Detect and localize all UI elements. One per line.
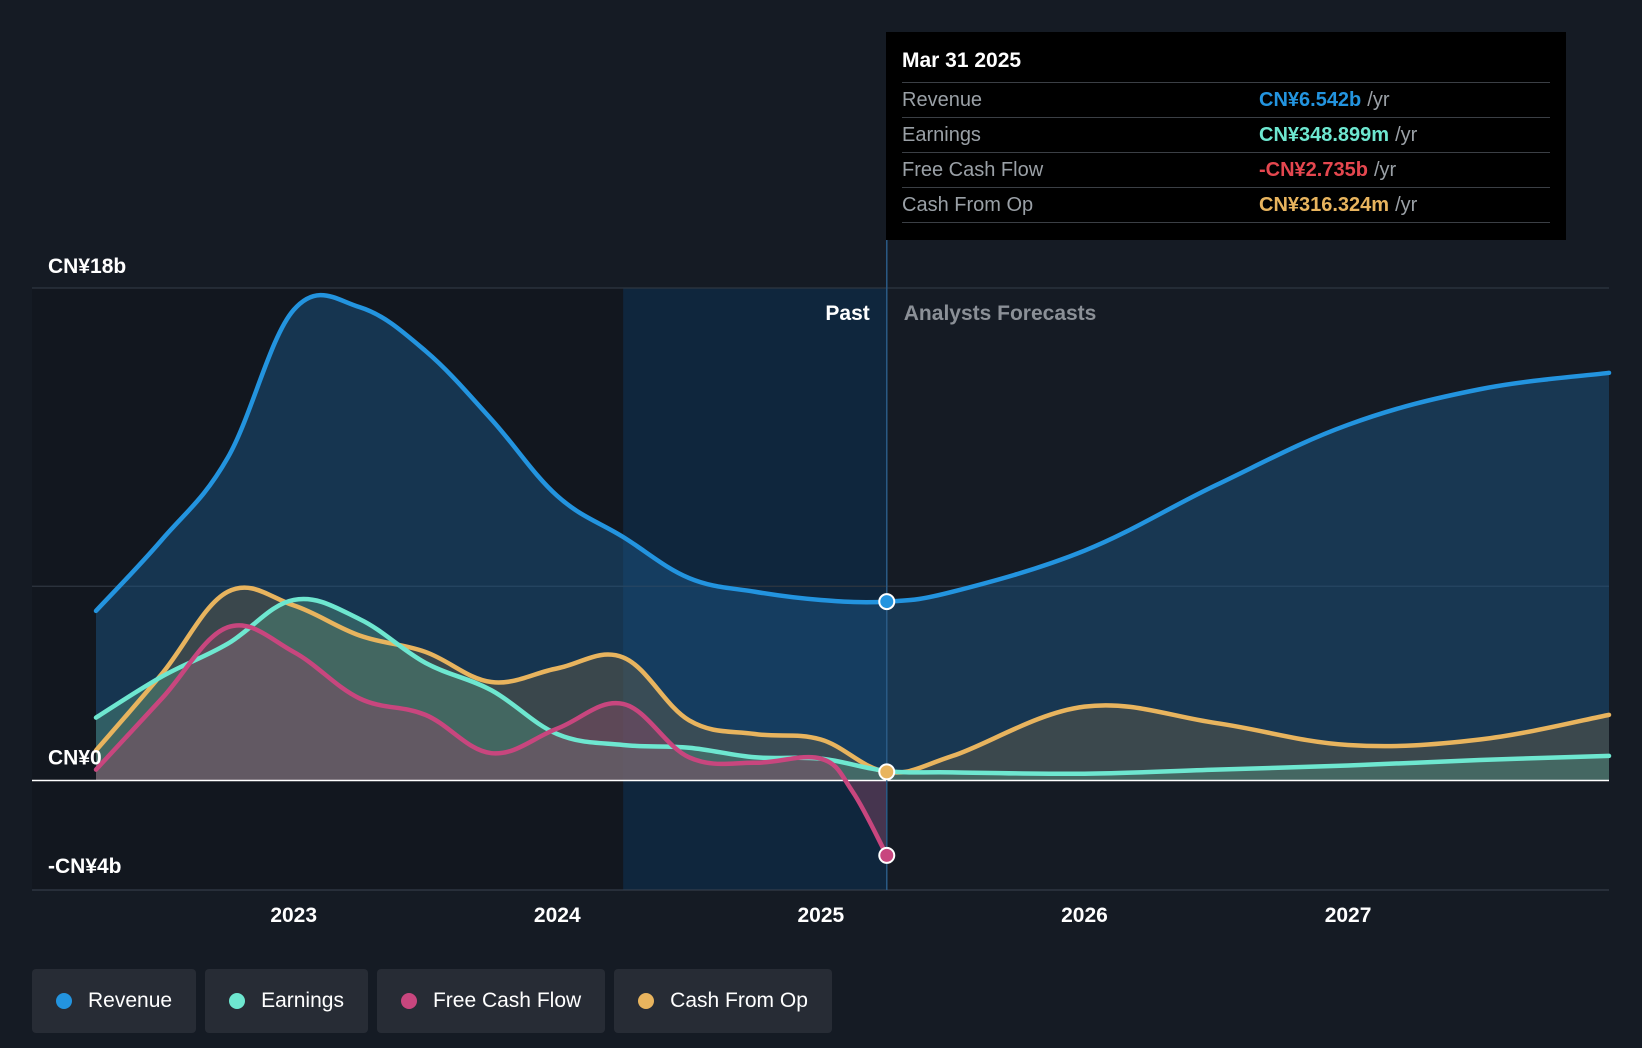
x-tick-label: 2026 bbox=[1061, 904, 1108, 927]
legend-item-revenue[interactable]: Revenue bbox=[32, 969, 197, 1033]
revenue-line bbox=[93, 292, 1612, 614]
x-tick-label: 2024 bbox=[534, 904, 581, 927]
tooltip-label: Revenue bbox=[902, 88, 983, 111]
legend-label: Revenue bbox=[88, 989, 173, 1012]
earnings-dot-icon bbox=[229, 993, 246, 1009]
tooltip-label: Cash From Op bbox=[902, 193, 1034, 216]
tooltip-unit: /yr bbox=[1395, 123, 1418, 146]
legend-item-free-cash-flow[interactable]: Free Cash Flow bbox=[376, 969, 606, 1033]
tooltip-row-earnings: Earnings CN¥348.899m /yr bbox=[902, 117, 1550, 152]
x-tick-label: 2025 bbox=[798, 904, 845, 927]
y-axis-ticks: CN¥18b CN¥0 -CN¥4b bbox=[48, 255, 126, 878]
tooltip-label: Earnings bbox=[902, 123, 981, 146]
legend-item-cash-from-op[interactable]: Cash From Op bbox=[614, 969, 832, 1033]
free-cash-flow-dot-icon bbox=[400, 993, 417, 1009]
tooltip: Mar 31 2025 Revenue CN¥6.542b /yr Earnin… bbox=[886, 32, 1566, 240]
earnings-line bbox=[93, 596, 1612, 777]
revenue-area bbox=[96, 295, 1609, 781]
gridlines bbox=[32, 287, 1609, 587]
tooltip-value: CN¥316.324m bbox=[1259, 193, 1390, 216]
cfo-line bbox=[93, 585, 1612, 775]
legend-label: Cash From Op bbox=[670, 989, 808, 1012]
chart-canvas: CN¥18b CN¥0 -CN¥4b 2023 2024 2025 2026 2027 Pa… bbox=[32, 240, 1612, 927]
tooltip-value: CN¥348.899m bbox=[1259, 123, 1390, 146]
tooltip-row-revenue: Revenue CN¥6.542b /yr bbox=[902, 82, 1550, 117]
tooltip-row-cash-from-op: Cash From Op CN¥316.324m /yr bbox=[902, 187, 1550, 223]
revenue-marker bbox=[878, 593, 896, 611]
fcf-line bbox=[93, 623, 890, 858]
fcf-marker bbox=[878, 846, 896, 864]
legend-label: Earnings bbox=[261, 989, 344, 1012]
x-tick-label: 2027 bbox=[1325, 904, 1372, 927]
x-tick-label: 2023 bbox=[270, 904, 317, 927]
earnings-area bbox=[96, 599, 1609, 781]
past-highlight-region bbox=[623, 288, 887, 890]
tooltip-value: CN¥6.542b bbox=[1259, 88, 1362, 111]
series-areas bbox=[96, 295, 1609, 856]
analysts-forecasts-label: Analysts Forecasts bbox=[904, 302, 1097, 325]
series-lines bbox=[93, 292, 1612, 858]
tooltip-unit: /yr bbox=[1373, 158, 1397, 181]
x-axis-ticks: 2023 2024 2025 2026 2027 bbox=[270, 904, 1371, 927]
tooltip-row-free-cash-flow: Free Cash Flow -CN¥2.735b /yr bbox=[902, 152, 1550, 187]
past-label: Past bbox=[825, 302, 869, 325]
y-tick-label: CN¥18b bbox=[48, 255, 126, 278]
tooltip-unit: /yr bbox=[1395, 193, 1418, 216]
series-markers bbox=[878, 593, 896, 864]
tooltip-label: Free Cash Flow bbox=[902, 158, 1044, 181]
y-tick-label: -CN¥4b bbox=[48, 855, 122, 878]
tooltip-unit: /yr bbox=[1367, 88, 1390, 111]
y-tick-label: CN¥0 bbox=[48, 747, 102, 770]
cfo-marker bbox=[878, 763, 896, 781]
tooltip-date: Mar 31 2025 bbox=[902, 49, 1022, 72]
revenue-dot-icon bbox=[56, 993, 72, 1009]
legend-item-earnings[interactable]: Earnings bbox=[205, 969, 368, 1033]
tooltip-value: -CN¥2.735b bbox=[1259, 158, 1368, 181]
legend-label: Free Cash Flow bbox=[432, 989, 582, 1012]
fcf-area bbox=[96, 625, 887, 856]
legend: Revenue Earnings Free Cash Flow Cash Fro… bbox=[32, 969, 832, 1033]
cash-from-op-dot-icon bbox=[638, 993, 655, 1009]
cfo-area bbox=[96, 587, 1609, 781]
